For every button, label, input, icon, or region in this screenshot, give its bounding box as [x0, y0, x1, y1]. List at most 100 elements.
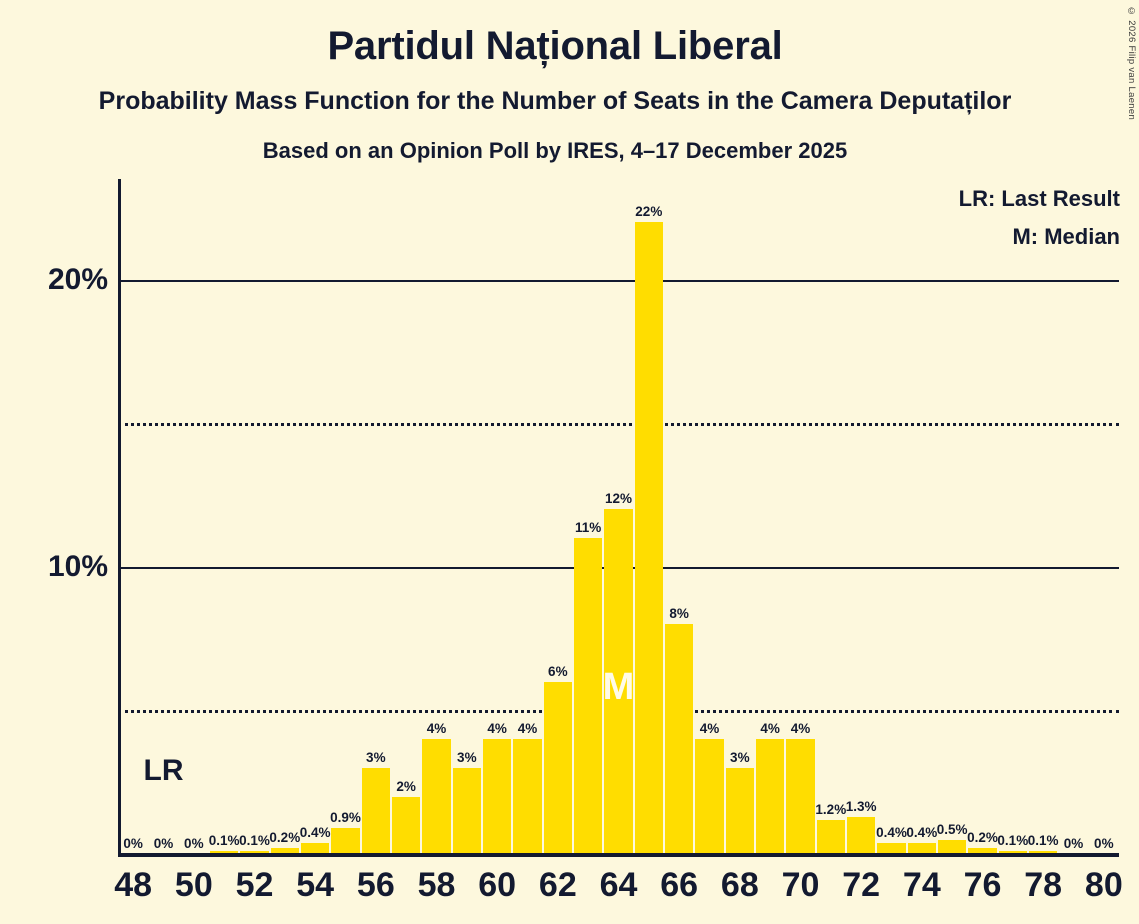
bar-slot: 4%	[421, 179, 451, 854]
bar-slot: 3%	[452, 179, 482, 854]
bar-slot: 0.4%	[299, 179, 331, 854]
plot-area: 0% 0% 0% 0.1% 0.1% 0.2% 0.4% 0.9% 3% 2% 4% 3% 4% 4% 6%…	[118, 179, 1119, 857]
bar-value-label: 2%	[396, 778, 416, 794]
x-tick-label-68: 68	[720, 866, 759, 904]
legend-item-median: M: Median	[1012, 224, 1120, 249]
median-marker: M	[602, 666, 635, 708]
bar-value-label: 0.4%	[876, 824, 907, 840]
bar-value-label: 4%	[699, 721, 720, 737]
bar[interactable]	[543, 681, 572, 854]
bar-value-label: 4%	[790, 721, 811, 737]
bar[interactable]	[483, 739, 512, 854]
copyright-notice: © 2026 Filip van Laenen	[1126, 6, 1137, 121]
bar-slot: 4%	[694, 179, 724, 854]
legend-item-last-result: LR: Last Result	[958, 186, 1120, 211]
bar[interactable]	[998, 851, 1027, 854]
bar-value-label: 4%	[487, 721, 507, 737]
bar-slot: 0%	[1089, 179, 1119, 854]
bar[interactable]	[604, 509, 633, 854]
bar-value-label: 0.1%	[208, 833, 240, 849]
bar-slot: 0.1%	[1027, 179, 1059, 854]
x-tick-label-54: 54	[296, 866, 335, 904]
y-axis-labels: 20% 10%	[0, 179, 108, 854]
bar-value-label: 4%	[760, 721, 780, 737]
bar[interactable]	[422, 739, 451, 854]
bar[interactable]	[695, 739, 724, 854]
bar-value-label: 6%	[548, 663, 568, 679]
bar[interactable]	[574, 538, 603, 854]
bar[interactable]	[847, 816, 876, 854]
bar[interactable]	[270, 848, 299, 854]
bar-slot: 0.1%	[997, 179, 1028, 854]
y-tick-label-10: 10%	[47, 549, 108, 583]
bar[interactable]	[513, 739, 542, 854]
bar-slot: 4%	[785, 179, 815, 854]
bar-slot: 0.1%	[239, 179, 270, 854]
bar[interactable]	[210, 851, 239, 854]
bar[interactable]	[756, 739, 785, 854]
gridline-20	[118, 279, 1119, 282]
bar-value-label: 0.5%	[936, 821, 968, 837]
bar-slot: 0%	[148, 179, 178, 854]
bar[interactable]	[786, 739, 815, 854]
bar-slot: 1.2%	[815, 179, 846, 854]
bar-slot: 4%	[512, 179, 542, 854]
bar[interactable]	[634, 222, 663, 854]
x-tick-label-58: 58	[417, 866, 456, 904]
bar[interactable]	[877, 842, 906, 854]
bar-slot: 0.1%	[208, 179, 240, 854]
bar-slot: 0.4%	[876, 179, 907, 854]
bar[interactable]	[240, 851, 269, 854]
x-tick-label-50: 50	[174, 866, 213, 904]
bar-slot: 6%	[543, 179, 573, 854]
bar[interactable]	[725, 767, 754, 854]
bar-slot: 4%	[755, 179, 785, 854]
bar-value-label: 3%	[730, 749, 750, 765]
bar-value-label: 0%	[1094, 836, 1114, 851]
bar-value-label: 3%	[457, 749, 477, 765]
bar-slot: 0.2%	[269, 179, 300, 854]
last-result-marker: LR	[143, 754, 184, 787]
bar-value-label: 0%	[1063, 836, 1084, 851]
bar[interactable]	[452, 767, 481, 854]
chart-source-line: Based on an Opinion Poll by IRES, 4–17 D…	[262, 138, 848, 163]
y-tick-label-20: 20%	[47, 262, 108, 296]
bar[interactable]	[665, 624, 694, 854]
bar-value-label: 8%	[669, 606, 689, 622]
bar-slot: 0.5%	[936, 179, 968, 854]
bar[interactable]	[968, 848, 997, 854]
bar-value-label: 0%	[153, 836, 174, 851]
bar-slot: 8%	[664, 179, 694, 854]
bar-value-label: 11%	[575, 520, 602, 536]
bar[interactable]	[816, 819, 845, 854]
bar-value-label: 0%	[184, 836, 204, 851]
bar[interactable]	[361, 767, 390, 854]
bar-value-label: 3%	[366, 749, 386, 765]
x-tick-label-62: 62	[538, 866, 577, 904]
bar-slot: 3%	[361, 179, 391, 854]
x-tick-label-48: 48	[114, 866, 153, 904]
x-tick-label-76: 76	[963, 866, 1002, 904]
bar-slot: 2%	[391, 179, 421, 854]
bar-value-label: 22%	[635, 204, 663, 220]
bar-slot: 11%	[573, 179, 603, 854]
x-tick-label-74: 74	[902, 866, 941, 904]
bar[interactable]	[331, 828, 360, 854]
bar[interactable]	[907, 842, 936, 854]
bar[interactable]	[938, 839, 967, 854]
bar[interactable]	[1029, 851, 1058, 854]
bar[interactable]	[392, 796, 421, 854]
legend: LR: Last Result M: Median	[959, 180, 1120, 256]
x-axis-line	[118, 853, 1119, 857]
bar-value-label: 12%	[604, 491, 632, 507]
bar-slot: 3%	[725, 179, 755, 854]
bar-slot: 4%	[482, 179, 512, 854]
bar-slot: 0.9%	[330, 179, 361, 854]
bar-slot: 0%	[179, 179, 209, 854]
x-axis-labels: 48 50 52 54 56 58 60 62 64 66 68 70 72 74 76 78 80	[114, 866, 1123, 916]
bar[interactable]	[301, 842, 330, 854]
bar-value-label: 0.1%	[1027, 833, 1059, 849]
bar-slot: 0.2%	[967, 179, 998, 854]
bar-value-label: 0.4%	[299, 824, 331, 840]
